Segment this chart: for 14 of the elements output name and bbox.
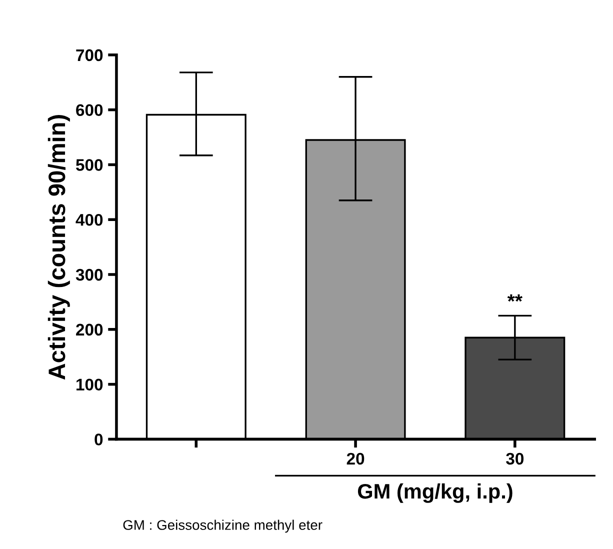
y-tick-label: 500 bbox=[76, 159, 103, 171]
x-axis-title: GM (mg/kg, i.p.) bbox=[358, 483, 512, 503]
y-tick-label: 300 bbox=[76, 268, 103, 281]
x-tick-label: 30 bbox=[506, 452, 524, 465]
annotation: ** bbox=[507, 294, 522, 302]
y-tick-label: 400 bbox=[76, 214, 103, 226]
x-tick-label: 20 bbox=[346, 452, 364, 465]
y-tick-label: 700 bbox=[76, 49, 103, 62]
y-axis-title: Activity (counts 90/min) bbox=[48, 115, 70, 380]
text: GM : Geissoschizine methyl eter bbox=[123, 520, 322, 533]
y-tick-label: 200 bbox=[76, 324, 103, 336]
y-tick-label: 100 bbox=[76, 378, 103, 391]
y-tick-label: 0 bbox=[94, 434, 103, 446]
y-tick-label: 600 bbox=[76, 104, 103, 116]
